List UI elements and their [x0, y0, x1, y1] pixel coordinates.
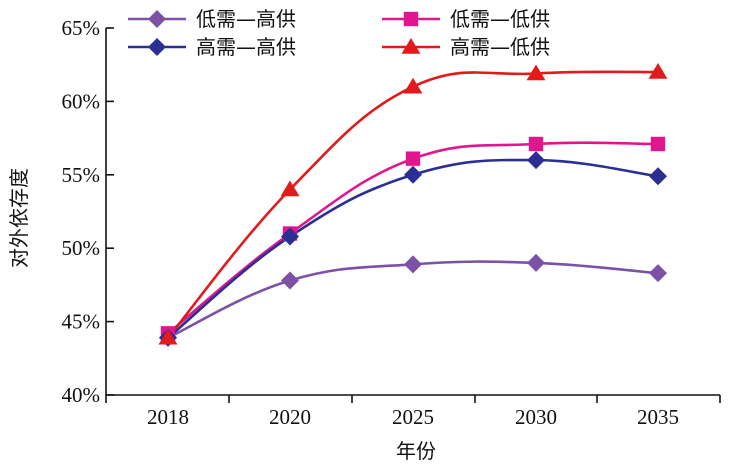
y-axis-ticks: 40% 45% 50% 55% 60% 65% [62, 16, 114, 407]
y-tick-label: 65% [62, 16, 101, 40]
legend-label-2: 低需—低供 [450, 7, 550, 31]
data-point-series-2 [650, 136, 666, 152]
data-point-series-4 [403, 77, 423, 94]
data-point-series-4 [280, 180, 300, 197]
y-axis-title: 对外依存度 [7, 168, 31, 268]
x-tick-label: 2020 [269, 405, 311, 429]
series-markers [158, 63, 668, 347]
data-point-series-3 [281, 227, 299, 246]
legend-marker-4 [401, 38, 421, 54]
legend-label-1: 低需—高供 [196, 7, 296, 31]
y-tick-label: 40% [62, 383, 101, 407]
data-point-series-3 [527, 151, 545, 170]
data-point-series-1 [281, 271, 299, 290]
legend-marker-3 [148, 38, 166, 56]
legend-label-4: 高需—低供 [450, 35, 550, 59]
legend-marker-2 [403, 11, 419, 27]
y-tick-label: 45% [62, 310, 101, 334]
data-point-series-1 [527, 253, 545, 272]
data-point-series-4 [158, 328, 178, 345]
x-tick-label: 2030 [515, 405, 557, 429]
data-point-series-2 [528, 136, 544, 152]
y-tick-label: 50% [62, 236, 101, 260]
x-tick-label: 2025 [392, 405, 434, 429]
data-point-series-3 [404, 165, 422, 184]
data-point-series-1 [404, 255, 422, 274]
y-tick-label: 60% [62, 89, 101, 113]
series-line-3 [166, 158, 660, 340]
axes [105, 28, 720, 396]
x-tick-label: 2018 [147, 405, 189, 429]
series-lines [166, 70, 660, 340]
x-axis-title: 年份 [396, 439, 436, 463]
data-point-series-3 [649, 167, 667, 186]
data-point-series-4 [648, 63, 668, 79]
data-point-series-2 [405, 151, 421, 166]
series-line-4 [166, 70, 660, 340]
legend-marker-1 [148, 10, 166, 28]
x-tick-label: 2035 [637, 405, 679, 429]
y-tick-label: 55% [62, 163, 101, 187]
data-point-series-1 [649, 264, 667, 283]
legend-label-3: 高需—高供 [196, 35, 296, 59]
x-axis-ticks: 2018 2020 2025 2030 2035 [105, 395, 721, 429]
data-point-series-4 [526, 64, 546, 81]
